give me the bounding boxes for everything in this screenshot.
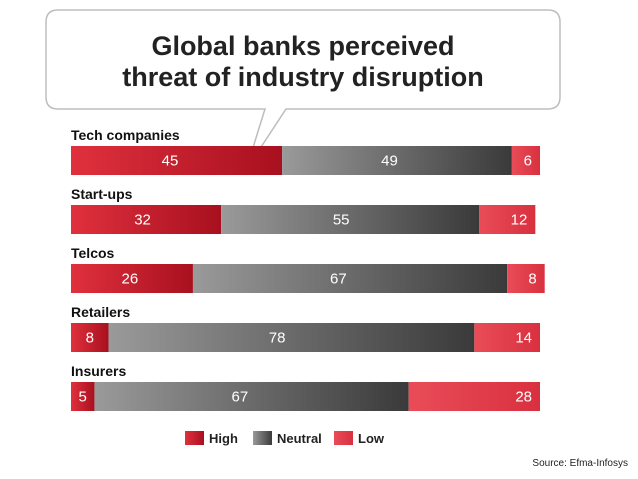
bar-insurers-high	[71, 382, 95, 411]
chart-title-line-2: threat of industry disruption	[122, 62, 484, 92]
legend-label-low: Low	[358, 431, 385, 446]
value-label-retailers-low: 14	[515, 330, 532, 347]
bar-start-ups-high	[71, 205, 222, 234]
bar-tech-companies-high	[71, 146, 283, 175]
value-label-retailers-neutral: 78	[269, 330, 286, 347]
value-label-start-ups-low: 12	[511, 212, 528, 229]
value-label-telcos-neutral: 67	[330, 271, 347, 288]
legend-swatch-high	[185, 431, 204, 445]
value-label-insurers-neutral: 67	[232, 389, 249, 406]
bar-start-ups-low	[479, 205, 536, 234]
value-label-tech-companies-neutral: 49	[381, 153, 398, 170]
bar-insurers-neutral	[94, 382, 409, 411]
title-speech-bubble	[45, 9, 561, 171]
chart-title-line-1: Global banks perceived	[151, 31, 454, 61]
value-label-tech-companies-low: 6	[524, 153, 532, 170]
legend-label-high: High	[209, 431, 238, 446]
value-label-start-ups-neutral: 55	[333, 212, 350, 229]
legend: High Neutral Low	[185, 431, 385, 446]
value-label-tech-companies-high: 45	[162, 153, 179, 170]
category-label-telcos: Telcos	[71, 245, 115, 261]
bar-start-ups-neutral	[221, 205, 480, 234]
value-label-retailers-high: 8	[86, 330, 94, 347]
value-label-telcos-high: 26	[122, 271, 139, 288]
bar-retailers-low	[474, 323, 540, 352]
bar-telcos-low	[507, 264, 545, 293]
bar-retailers-neutral	[108, 323, 475, 352]
bar-retailers-high	[71, 323, 109, 352]
category-label-retailers: Retailers	[71, 304, 130, 320]
value-label-insurers-low: 28	[515, 389, 532, 406]
legend-label-neutral: Neutral	[277, 431, 322, 446]
bar-telcos-high	[71, 264, 193, 293]
bar-insurers-low	[408, 382, 540, 411]
category-label-start-ups: Start-ups	[71, 186, 133, 202]
source-note: Source: Efma-Infosys	[532, 458, 628, 469]
bar-telcos-neutral	[192, 264, 508, 293]
value-label-start-ups-high: 32	[134, 212, 151, 229]
bar-tech-companies-low	[511, 146, 540, 175]
category-label-tech-companies: Tech companies	[71, 127, 180, 143]
legend-swatch-neutral	[253, 431, 272, 445]
legend-swatch-low	[334, 431, 353, 445]
value-label-insurers-high: 5	[79, 389, 87, 406]
category-label-insurers: Insurers	[71, 363, 126, 379]
value-label-telcos-low: 8	[528, 271, 536, 288]
bar-tech-companies-neutral	[282, 146, 512, 175]
